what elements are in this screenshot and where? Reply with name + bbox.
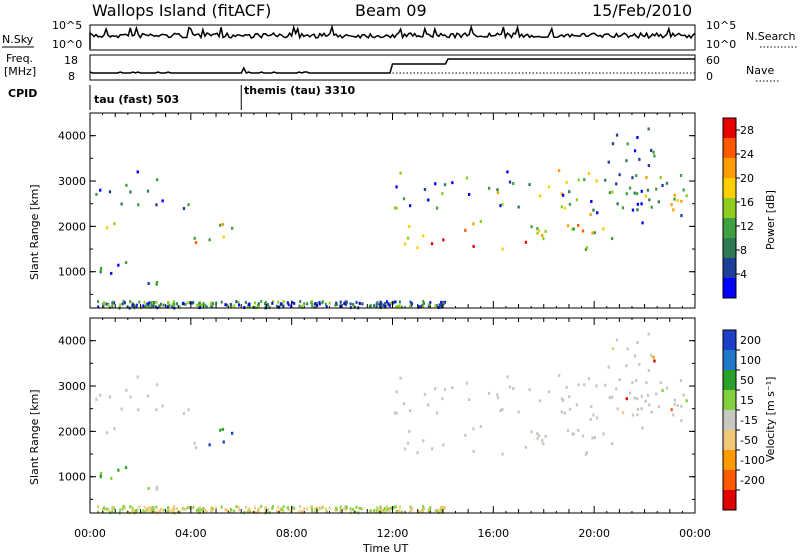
nsky-tick-bottom: 10^0 bbox=[52, 38, 82, 51]
freq-label-2: [MHz] bbox=[4, 65, 36, 78]
colorbar-swatch bbox=[723, 430, 736, 451]
nsearch-tick-bottom: 10^0 bbox=[706, 38, 736, 51]
y-tick-label: 2000 bbox=[58, 220, 86, 233]
velocity-colorbar-label: Velocity [m s⁻¹] bbox=[764, 377, 777, 462]
nsky-trace bbox=[89, 24, 696, 49]
colorbar-swatch bbox=[723, 138, 736, 159]
beam-title: Beam 09 bbox=[355, 1, 427, 20]
cpid-label: CPID bbox=[8, 87, 37, 100]
power-colorbar-tick: 4 bbox=[740, 268, 747, 281]
colorbar-swatch bbox=[723, 238, 736, 259]
y-tick-label: 4000 bbox=[58, 335, 86, 348]
power-colorbar-tick: 24 bbox=[740, 148, 754, 161]
freq-tick-top: 18 bbox=[64, 54, 78, 67]
power-colorbar-label: Power [dB] bbox=[764, 190, 777, 250]
power-colorbar-tick: 28 bbox=[740, 124, 754, 137]
nave-tick-top: 60 bbox=[706, 54, 720, 67]
nsky-label: N.Sky bbox=[2, 33, 34, 46]
velocity-colorbar-tick: -100 bbox=[740, 454, 765, 467]
x-tick-label: 08:00 bbox=[276, 527, 308, 540]
freq-panel-frame bbox=[89, 54, 696, 81]
velocity-colorbar-tick: 100 bbox=[740, 354, 761, 367]
nsearch-tick-top: 10^5 bbox=[706, 19, 736, 32]
y-tick-label: 1000 bbox=[58, 266, 86, 279]
velocity-ylabel: Slant Range [km] bbox=[28, 389, 41, 485]
power-colorbar-tick: 20 bbox=[740, 172, 754, 185]
colorbar-swatch bbox=[723, 350, 736, 371]
power-axes: 1000 2000 3000 4000 bbox=[58, 113, 696, 308]
x-tick-label: 00:00 bbox=[679, 527, 711, 540]
colorbar-swatch bbox=[723, 218, 736, 239]
velocity-colorbar-tick: -15 bbox=[740, 414, 758, 427]
nave-tick-bottom: 0 bbox=[706, 70, 713, 83]
velocity-panel-frame bbox=[89, 317, 696, 514]
x-tick-label: 16:00 bbox=[477, 527, 509, 540]
x-tick-label: 12:00 bbox=[377, 527, 409, 540]
x-tick-label: 00:00 bbox=[74, 527, 106, 540]
colorbar-swatch bbox=[723, 198, 736, 219]
colorbar-swatch bbox=[723, 470, 736, 491]
power-panel-frame bbox=[89, 112, 696, 309]
colorbar-swatch bbox=[723, 410, 736, 431]
y-tick-label: 4000 bbox=[58, 130, 86, 143]
nave-label: Nave bbox=[746, 64, 774, 77]
y-tick-label: 3000 bbox=[58, 380, 86, 393]
cpid-segment-1: themis (tau) 3310 bbox=[244, 84, 356, 97]
y-tick-label: 3000 bbox=[58, 175, 86, 188]
x-axis-label: Time UT bbox=[362, 542, 408, 554]
colorbar-swatch bbox=[723, 330, 736, 351]
freq-label-1: Freq. bbox=[6, 52, 33, 65]
colorbar-swatch bbox=[723, 490, 736, 511]
colorbar-swatch bbox=[723, 390, 736, 411]
power-colorbar: 4 8 12 16 20 24 28 bbox=[722, 117, 754, 299]
velocity-axes: 1000 2000 3000 4000 bbox=[58, 318, 696, 513]
velocity-heatmap bbox=[95, 332, 688, 515]
nsearch-label: N.Search bbox=[746, 30, 796, 43]
power-colorbar-tick: 12 bbox=[740, 220, 754, 233]
freq-tick-bottom: 8 bbox=[68, 70, 75, 83]
velocity-colorbar: 200 100 50 15 -15 -50 -100 -200 bbox=[722, 329, 765, 511]
colorbar-swatch bbox=[723, 278, 736, 299]
colorbar-swatch bbox=[723, 118, 736, 139]
colorbar-swatch bbox=[723, 450, 736, 471]
colorbar-swatch bbox=[723, 370, 736, 391]
date-title: 15/Feb/2010 bbox=[592, 1, 692, 20]
velocity-colorbar-tick: -200 bbox=[740, 474, 765, 487]
cpid-segment-0: tau (fast) 503 bbox=[94, 93, 179, 106]
station-title: Wallops Island (fitACF) bbox=[92, 1, 271, 20]
colorbar-swatch bbox=[723, 178, 736, 199]
y-tick-label: 1000 bbox=[58, 471, 86, 484]
nsky-tick-top: 10^5 bbox=[52, 19, 82, 32]
colorbar-swatch bbox=[723, 158, 736, 179]
x-tick-label: 04:00 bbox=[175, 527, 207, 540]
power-ylabel: Slant Range [km] bbox=[28, 184, 41, 280]
freq-trace bbox=[89, 58, 695, 74]
velocity-colorbar-tick: 50 bbox=[740, 374, 754, 387]
velocity-colorbar-tick: 200 bbox=[740, 334, 761, 347]
power-colorbar-tick: 8 bbox=[740, 244, 747, 257]
velocity-colorbar-tick: 15 bbox=[740, 394, 754, 407]
power-colorbar-tick: 16 bbox=[740, 196, 754, 209]
y-tick-label: 2000 bbox=[58, 425, 86, 438]
colorbar-swatch bbox=[723, 258, 736, 279]
velocity-colorbar-tick: -50 bbox=[740, 434, 758, 447]
x-tick-label: 20:00 bbox=[578, 527, 610, 540]
x-axis: 00:00 04:00 08:00 12:00 16:00 20:00 00:00 bbox=[74, 527, 711, 540]
nsky-panel-frame bbox=[89, 24, 696, 51]
power-heatmap bbox=[95, 127, 688, 310]
